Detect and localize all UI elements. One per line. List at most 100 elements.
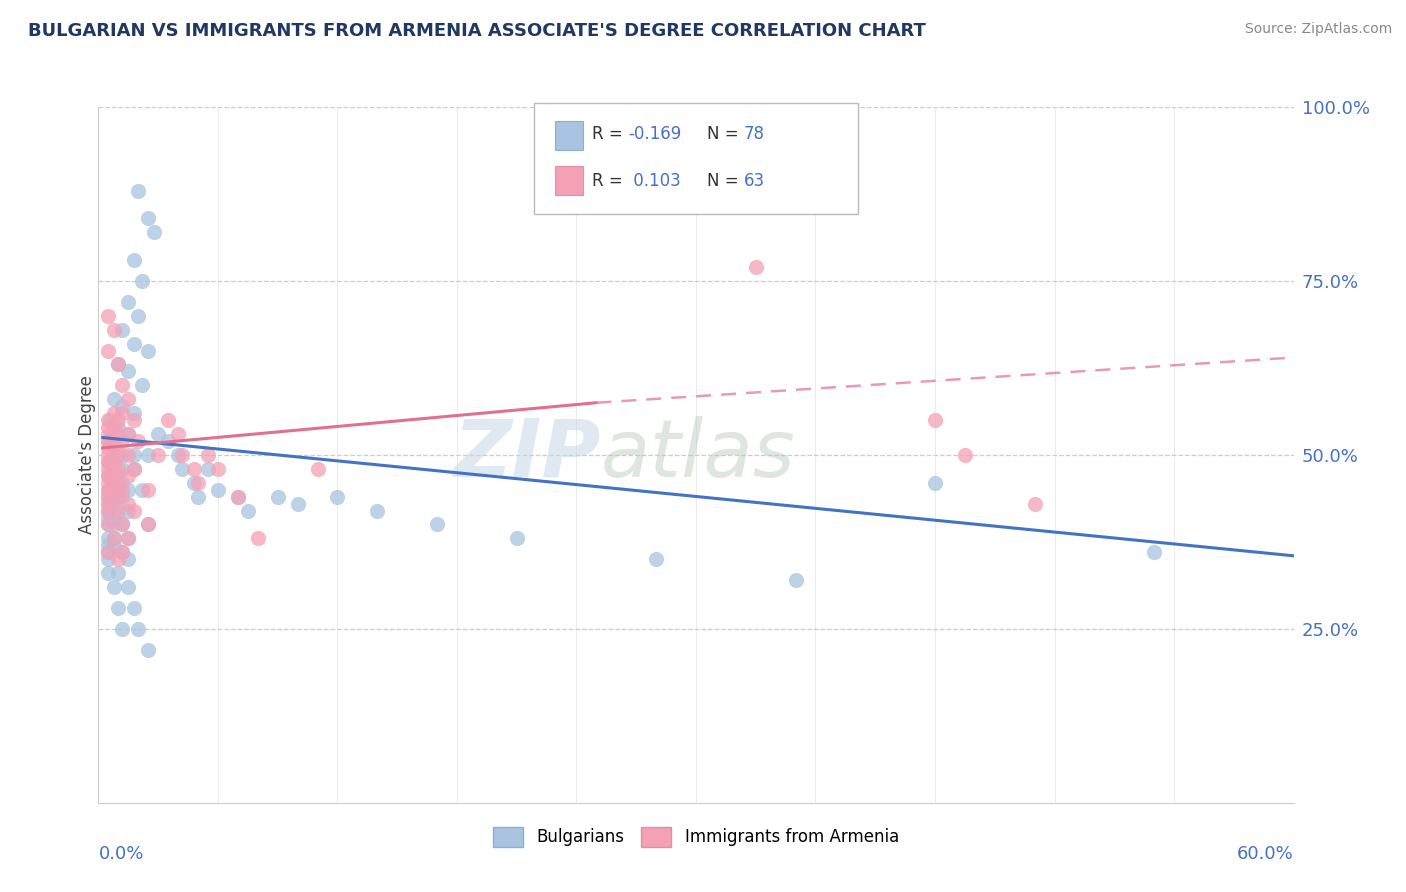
Text: 63: 63 bbox=[744, 172, 765, 190]
Point bbox=[143, 225, 166, 239]
Point bbox=[183, 462, 205, 476]
Point bbox=[103, 510, 125, 524]
Point bbox=[183, 475, 205, 490]
Point bbox=[117, 468, 139, 483]
Point bbox=[103, 490, 125, 504]
Point bbox=[97, 483, 120, 497]
Point bbox=[97, 497, 120, 511]
Point bbox=[107, 503, 129, 517]
Point bbox=[103, 420, 125, 434]
Point bbox=[103, 475, 125, 490]
Point bbox=[107, 448, 129, 462]
Point bbox=[103, 538, 125, 552]
Point bbox=[107, 358, 129, 372]
Point bbox=[111, 406, 134, 420]
Point bbox=[124, 406, 146, 420]
Point bbox=[111, 475, 134, 490]
Point bbox=[506, 532, 529, 546]
Point bbox=[366, 503, 388, 517]
Point bbox=[97, 434, 120, 448]
Point bbox=[124, 448, 146, 462]
Point bbox=[103, 497, 125, 511]
Point bbox=[107, 566, 129, 581]
Point bbox=[103, 503, 125, 517]
Point bbox=[107, 552, 129, 566]
Point bbox=[157, 434, 180, 448]
Point bbox=[103, 517, 125, 532]
Point bbox=[124, 503, 146, 517]
Point bbox=[97, 475, 120, 490]
Point bbox=[187, 490, 209, 504]
Text: -0.169: -0.169 bbox=[628, 125, 682, 143]
Point bbox=[111, 622, 134, 636]
Point bbox=[97, 545, 120, 559]
Legend: Bulgarians, Immigrants from Armenia: Bulgarians, Immigrants from Armenia bbox=[486, 820, 905, 854]
Point bbox=[117, 392, 139, 407]
Point bbox=[117, 503, 139, 517]
Point bbox=[745, 260, 768, 274]
Point bbox=[97, 483, 120, 497]
Point bbox=[127, 309, 149, 323]
Point bbox=[117, 532, 139, 546]
Point bbox=[97, 309, 120, 323]
Point bbox=[197, 448, 219, 462]
Point bbox=[97, 545, 120, 559]
Point bbox=[107, 490, 129, 504]
Text: 0.0%: 0.0% bbox=[98, 845, 143, 863]
Point bbox=[136, 483, 159, 497]
Point bbox=[111, 545, 134, 559]
Point bbox=[100, 413, 122, 427]
Point bbox=[124, 413, 146, 427]
Point bbox=[117, 364, 139, 378]
Point bbox=[645, 552, 668, 566]
Point bbox=[107, 475, 129, 490]
Point bbox=[111, 462, 134, 476]
Point bbox=[136, 343, 159, 358]
Point bbox=[107, 413, 129, 427]
Point bbox=[127, 434, 149, 448]
Text: BULGARIAN VS IMMIGRANTS FROM ARMENIA ASSOCIATE'S DEGREE CORRELATION CHART: BULGARIAN VS IMMIGRANTS FROM ARMENIA ASS… bbox=[28, 22, 927, 40]
Point bbox=[167, 448, 190, 462]
Point bbox=[953, 448, 976, 462]
Point bbox=[97, 552, 120, 566]
Point bbox=[131, 378, 153, 392]
Point bbox=[111, 490, 134, 504]
Point bbox=[107, 420, 129, 434]
Point bbox=[117, 427, 139, 442]
Point bbox=[117, 580, 139, 594]
Point bbox=[117, 497, 139, 511]
Point bbox=[103, 483, 125, 497]
Point bbox=[103, 455, 125, 469]
Point bbox=[111, 483, 134, 497]
Point bbox=[97, 566, 120, 581]
Point bbox=[103, 406, 125, 420]
Point bbox=[97, 455, 120, 469]
Point bbox=[148, 448, 170, 462]
Point bbox=[103, 441, 125, 455]
Point bbox=[136, 448, 159, 462]
Point bbox=[103, 483, 125, 497]
Point bbox=[107, 358, 129, 372]
Point bbox=[226, 490, 249, 504]
Point bbox=[97, 517, 120, 532]
Point bbox=[103, 532, 125, 546]
Point bbox=[127, 622, 149, 636]
Point bbox=[127, 184, 149, 198]
Point bbox=[287, 497, 309, 511]
Point bbox=[97, 510, 120, 524]
Point bbox=[246, 532, 269, 546]
Point bbox=[124, 336, 146, 351]
Point bbox=[97, 532, 120, 546]
Point bbox=[103, 468, 125, 483]
Text: 0.103: 0.103 bbox=[628, 172, 682, 190]
Point bbox=[117, 552, 139, 566]
Point bbox=[124, 462, 146, 476]
Point bbox=[785, 573, 807, 587]
Point bbox=[97, 462, 120, 476]
Point bbox=[97, 441, 120, 455]
Point bbox=[103, 323, 125, 337]
Point bbox=[267, 490, 290, 504]
Point bbox=[97, 503, 120, 517]
Point bbox=[97, 538, 120, 552]
Point bbox=[124, 601, 146, 615]
